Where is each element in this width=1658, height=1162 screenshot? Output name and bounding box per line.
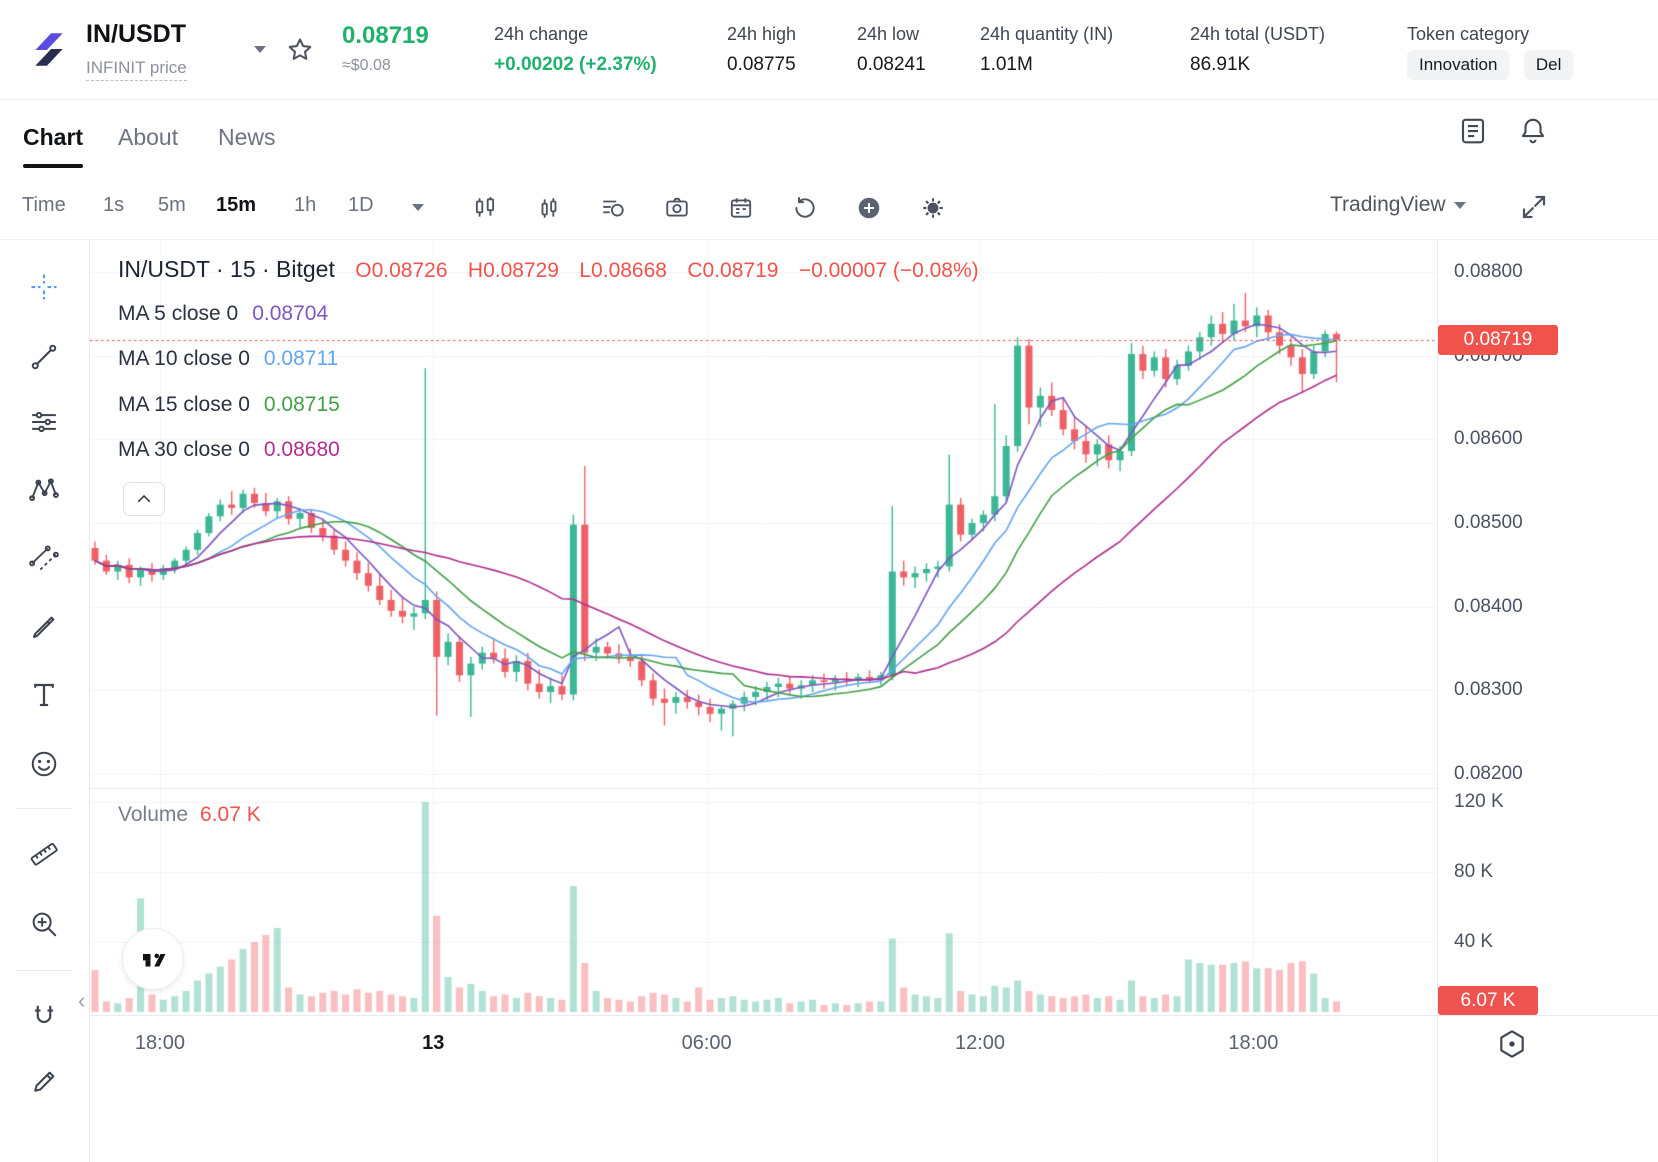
reset-undo-icon[interactable] xyxy=(790,190,820,226)
measure-ruler-tool-icon[interactable] xyxy=(20,830,68,878)
pair-selector-chevron-down-icon[interactable] xyxy=(254,46,266,53)
stat-24h-total: 24h total (USDT) 86.91K xyxy=(1190,24,1326,75)
crosshair-tool-icon[interactable] xyxy=(20,263,68,311)
price-axis-tick: 0.08400 xyxy=(1454,595,1523,617)
time-axis-tick: 18:00 xyxy=(1228,1032,1279,1054)
fullscreen-expand-icon[interactable] xyxy=(1519,192,1549,222)
legend-collapse-button[interactable] xyxy=(123,482,165,516)
volume-axis-tick: 40 K xyxy=(1454,931,1494,952)
last-price-badge: 0.08719 xyxy=(1438,324,1558,355)
stat-24h-low: 24h low 0.08241 xyxy=(857,24,926,75)
channel-tool-icon[interactable] xyxy=(20,535,68,583)
chart-plot-area: IN/USDT · 15 · Bitget O0.08726 H0.08729 … xyxy=(78,240,1437,1015)
price-axis-tick: 0.08300 xyxy=(1454,679,1523,701)
interval-5m[interactable]: 5m xyxy=(158,194,186,216)
token-category-chip-cut[interactable]: Del xyxy=(1523,50,1574,80)
volume-axis-tick: 120 K xyxy=(1454,791,1504,812)
pair-title: IN/USDT xyxy=(86,20,186,48)
brush-tool-icon[interactable] xyxy=(20,603,68,651)
emoji-tool-icon[interactable] xyxy=(20,740,68,788)
alert-bell-icon[interactable] xyxy=(1518,116,1548,146)
last-price: 0.08719 xyxy=(342,22,429,49)
price-axis-tick: 0.08500 xyxy=(1454,512,1523,533)
token-category: Token category xyxy=(1407,24,1530,44)
zoom-in-tool-icon[interactable] xyxy=(20,900,68,948)
tool-divider xyxy=(16,808,72,809)
guide-icon[interactable] xyxy=(1458,116,1488,146)
stat-24h-change: 24h change +0.00202 (+2.37%) xyxy=(494,24,657,75)
tradingview-provider-menu[interactable]: TradingView xyxy=(1330,193,1466,217)
time-axis-tick: 06:00 xyxy=(681,1032,732,1054)
edit-pencil-tool-icon[interactable] xyxy=(20,1058,68,1106)
favorite-star-icon[interactable] xyxy=(286,36,314,64)
time-axis-tick: 13 xyxy=(422,1032,445,1054)
trend-line-tool-icon[interactable] xyxy=(20,333,68,381)
last-volume-badge: 6.07 K xyxy=(1438,986,1538,1016)
price-axis-tick: 0.08800 xyxy=(1454,261,1523,282)
active-tab-underline xyxy=(23,164,83,168)
interval-1h[interactable]: 1h xyxy=(294,194,317,216)
header: IN/USDT INFINIT price 0.08719 ≈$0.08 24h… xyxy=(0,0,1658,100)
indicators-icon[interactable] xyxy=(534,190,564,226)
fiat-approx-price: ≈$0.08 xyxy=(342,57,391,74)
calendar-icon[interactable] xyxy=(726,190,756,226)
price-axis-tick: 0.08600 xyxy=(1454,428,1523,450)
pair-subtitle: INFINIT price xyxy=(86,58,187,81)
snapshot-camera-icon[interactable] xyxy=(662,190,692,226)
text-tool-icon[interactable] xyxy=(20,671,68,719)
time-axis[interactable]: 18:00 13 06:00 12:00 18:00 xyxy=(90,1015,1437,1162)
provider-chevron-down-icon xyxy=(1453,201,1466,209)
candle-style-icon[interactable] xyxy=(470,190,500,226)
interval-15m[interactable]: 15m xyxy=(216,194,257,216)
interval-more-chevron-down-icon[interactable] xyxy=(412,204,424,211)
volume-axis-tick: 80 K xyxy=(1454,861,1494,882)
time-axis-tick: 12:00 xyxy=(954,1032,1006,1054)
tab-chart[interactable]: Chart xyxy=(23,124,84,150)
interval-1d[interactable]: 1D xyxy=(348,194,374,216)
chart-toolbar: Time 1s 5m 15m 1h 1D xyxy=(0,178,1658,240)
xabcd-pattern-tool-icon[interactable] xyxy=(20,466,68,514)
magnet-tool-icon[interactable] xyxy=(20,993,68,1041)
axis-corner xyxy=(1437,1015,1658,1162)
chart-settings-gear-icon[interactable] xyxy=(918,190,948,226)
price-axis[interactable]: 0.08800 0.08700 0.08600 0.08500 0.08400 0.083… xyxy=(1437,240,1658,1016)
indicator-template-icon[interactable] xyxy=(598,190,628,226)
tab-news[interactable]: News xyxy=(218,124,276,150)
add-indicator-icon[interactable] xyxy=(854,190,884,226)
tradingview-logo-button[interactable] xyxy=(122,928,184,990)
tool-divider xyxy=(16,970,72,971)
drawing-tool-rail xyxy=(0,240,90,1162)
tab-about[interactable]: About xyxy=(118,124,179,150)
stat-24h-high: 24h high 0.08775 xyxy=(727,24,797,75)
candlestick-chart[interactable] xyxy=(90,240,1437,1015)
interval-1s[interactable]: 1s xyxy=(103,194,125,216)
price-axis-tick: 0.08200 xyxy=(1454,763,1523,784)
time-axis-tick: 18:00 xyxy=(134,1032,185,1054)
horizontal-line-tool-icon[interactable] xyxy=(20,398,68,446)
bitget-logo-icon xyxy=(35,33,63,66)
stat-24h-quantity: 24h quantity (IN) 1.01M xyxy=(980,24,1114,75)
tab-bar: Chart About News xyxy=(0,100,1658,178)
axis-settings-hexagon-icon[interactable] xyxy=(1496,1028,1528,1060)
interval-time-label: Time xyxy=(22,194,66,216)
token-category-chip[interactable]: Innovation xyxy=(1407,50,1510,80)
